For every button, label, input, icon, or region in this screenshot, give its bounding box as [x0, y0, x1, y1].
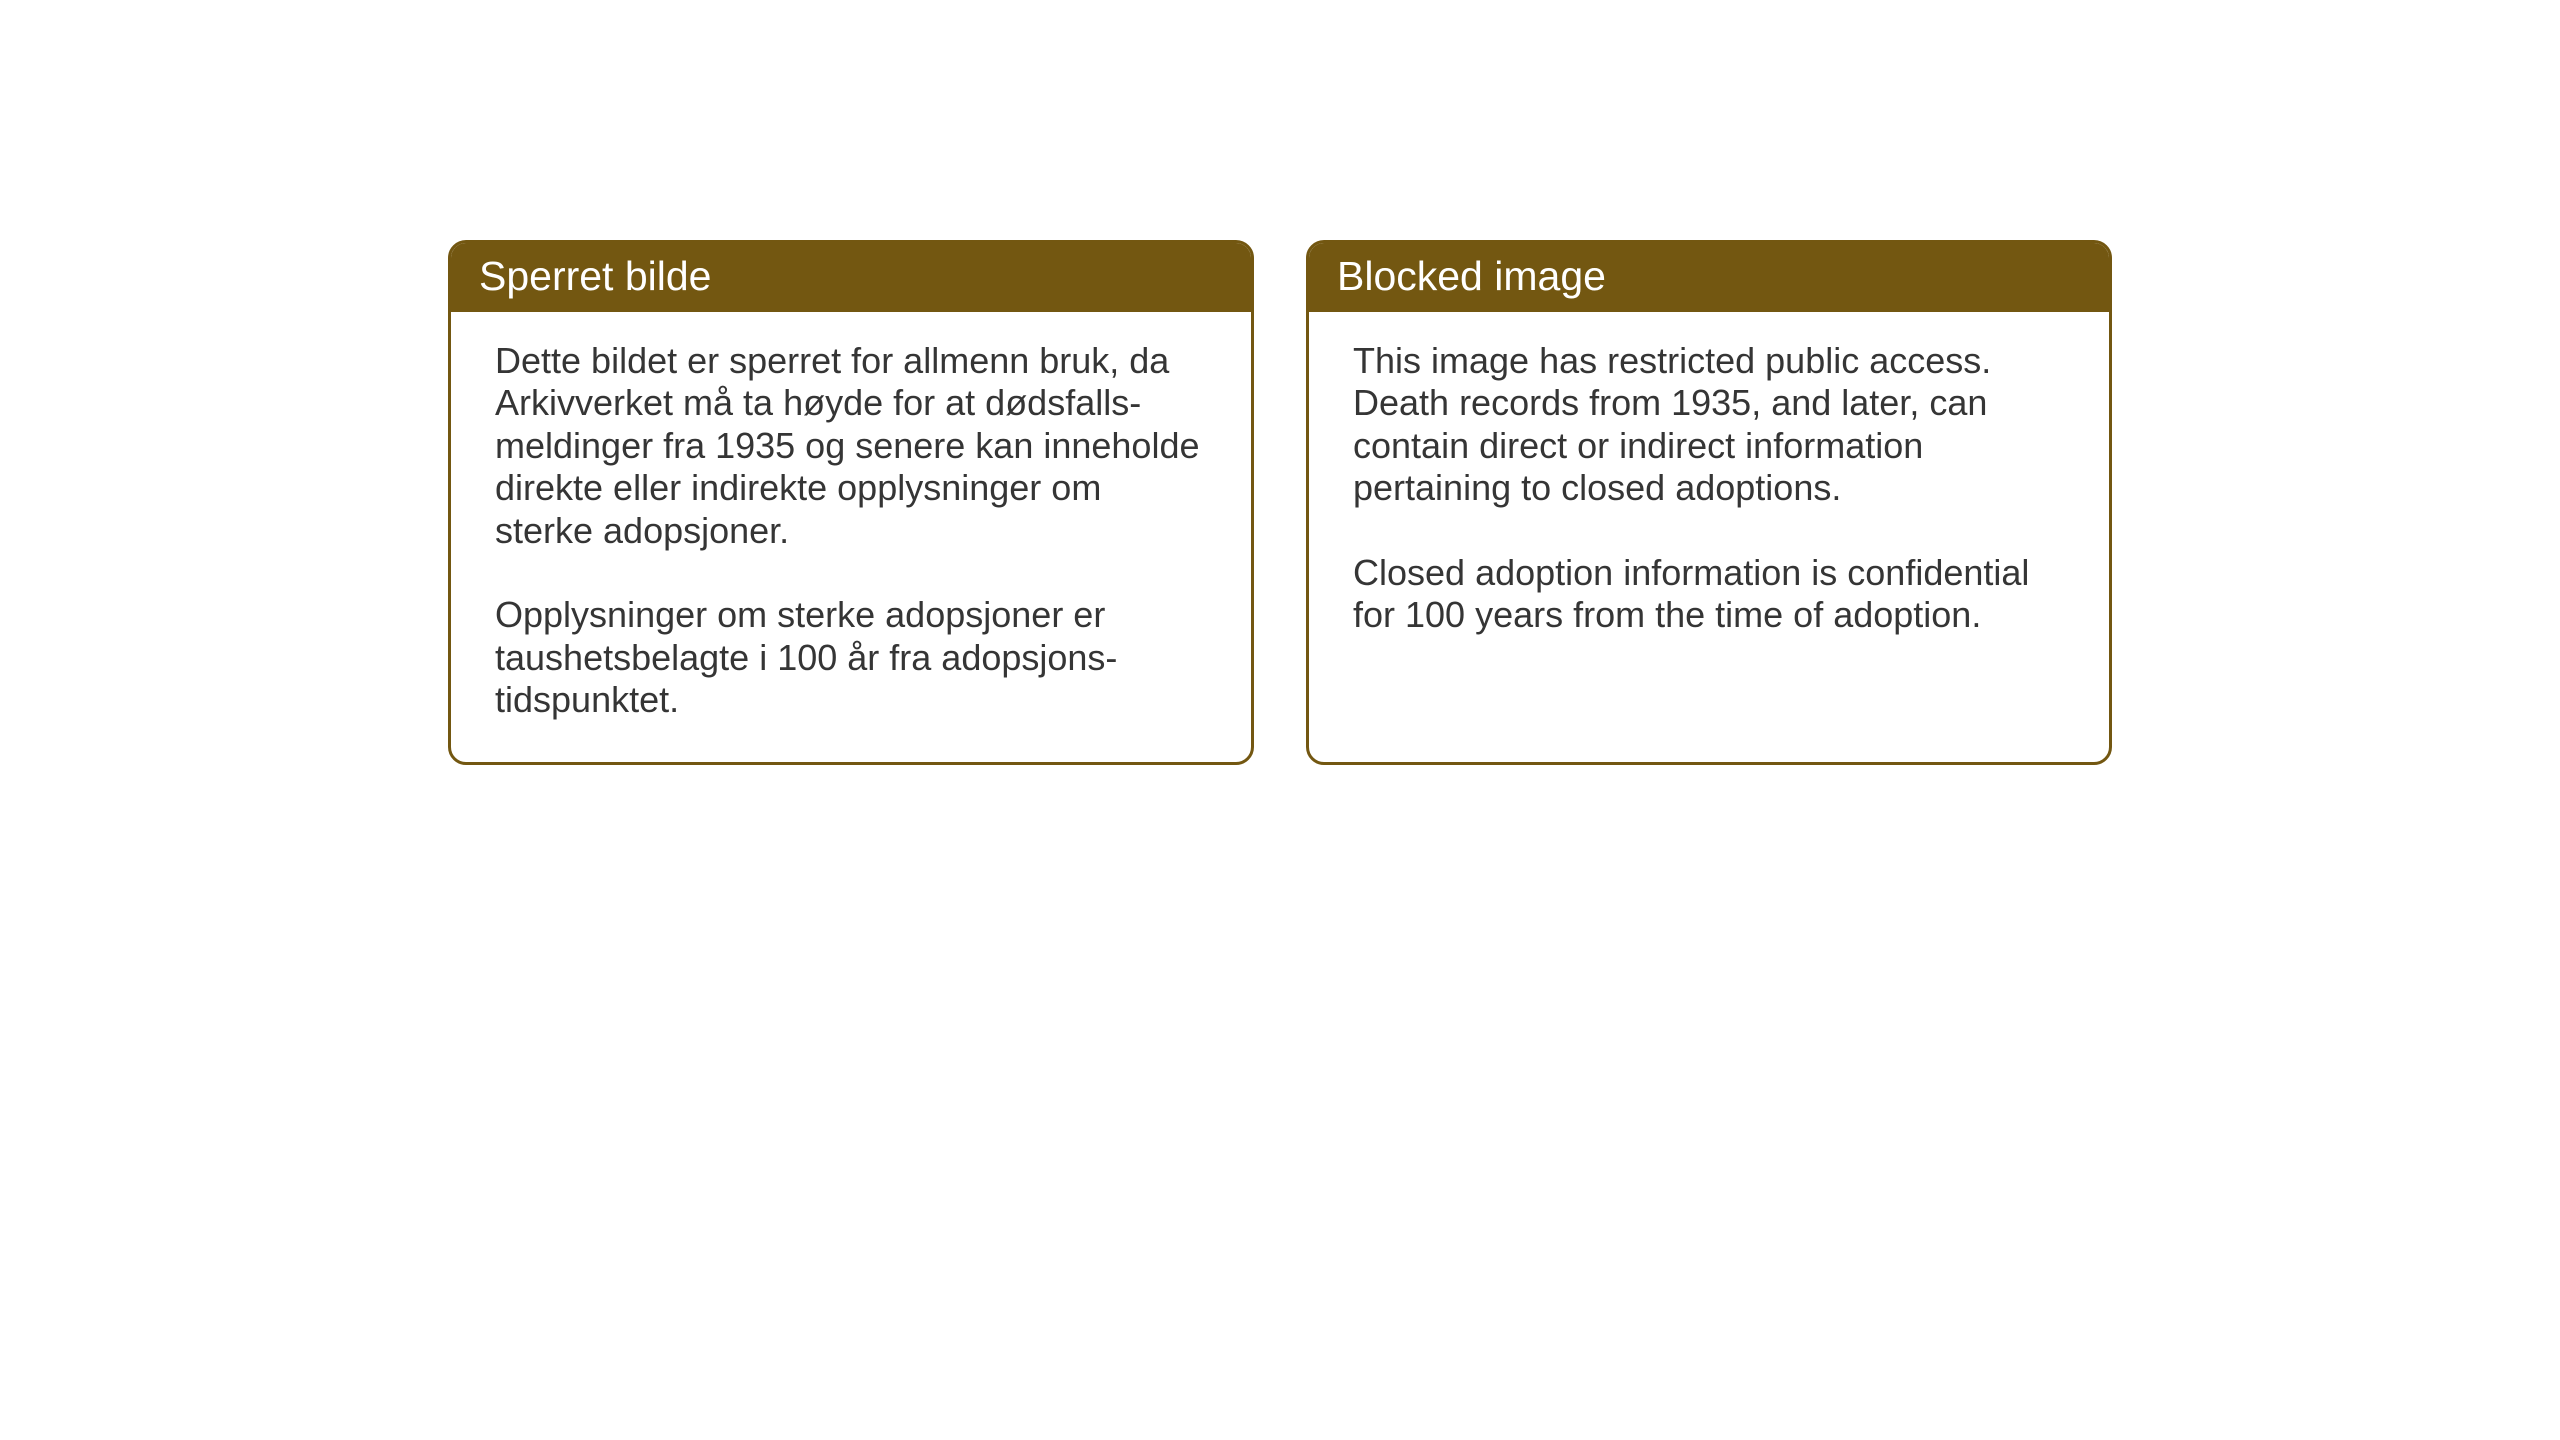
card-english: Blocked image This image has restricted …	[1306, 240, 2112, 765]
card-body-norwegian: Dette bildet er sperret for allmenn bruk…	[451, 312, 1251, 762]
card-body-english: This image has restricted public access.…	[1309, 312, 2109, 677]
card-container: Sperret bilde Dette bildet er sperret fo…	[448, 240, 2112, 765]
card-paragraph: Opplysninger om sterke adopsjoner er tau…	[495, 594, 1207, 721]
card-header-english: Blocked image	[1309, 243, 2109, 312]
card-header-norwegian: Sperret bilde	[451, 243, 1251, 312]
card-paragraph: Closed adoption information is confident…	[1353, 552, 2065, 637]
card-norwegian: Sperret bilde Dette bildet er sperret fo…	[448, 240, 1254, 765]
card-paragraph: This image has restricted public access.…	[1353, 340, 2065, 510]
card-paragraph: Dette bildet er sperret for allmenn bruk…	[495, 340, 1207, 552]
